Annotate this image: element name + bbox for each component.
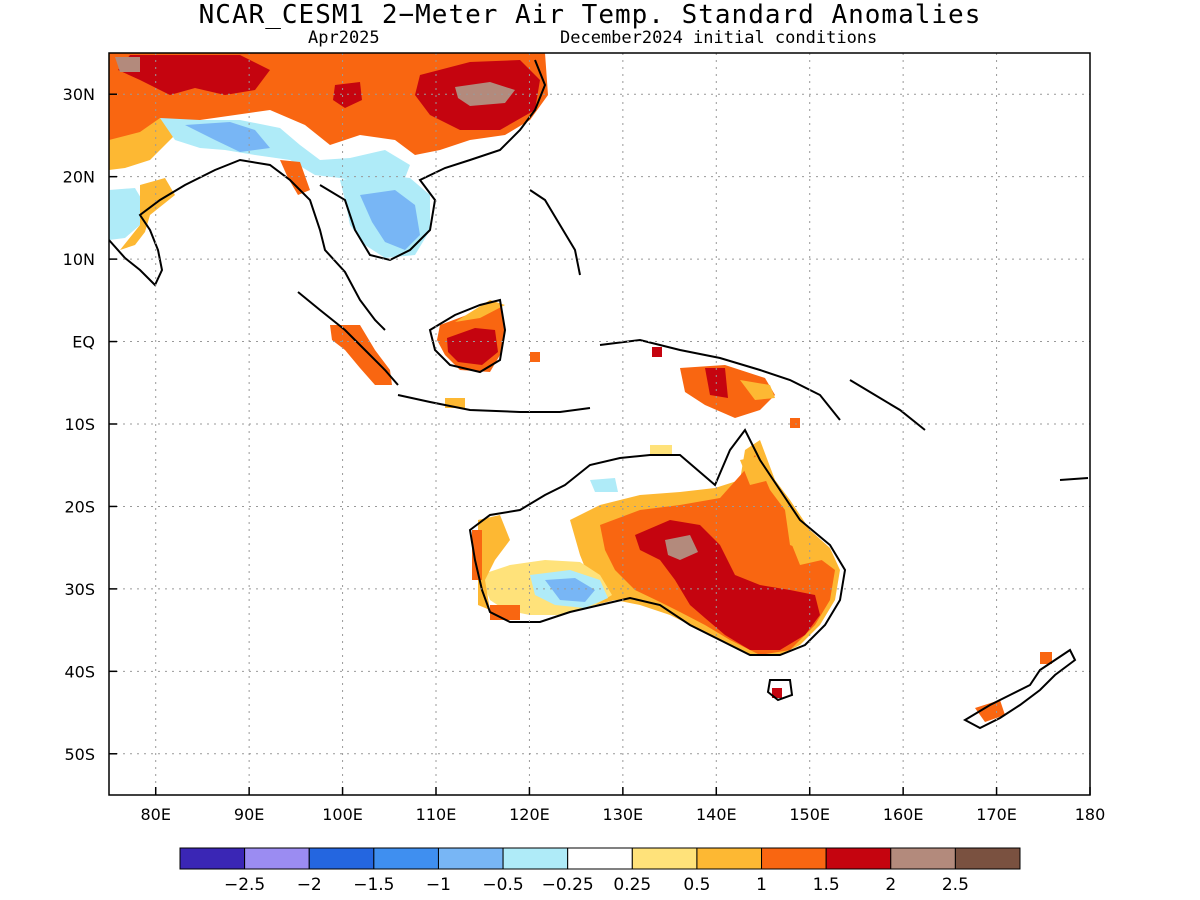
- kimberley-cool: [590, 478, 618, 492]
- east-china-peak: [455, 82, 515, 106]
- lat-tick-label: 40S: [64, 662, 95, 681]
- lon-tick-label: 80E: [140, 805, 170, 824]
- legend-label: 0.25: [613, 875, 651, 895]
- png-east-dot: [790, 418, 800, 428]
- west-australia-south-red: [490, 605, 520, 620]
- lat-tick-label: 20N: [63, 168, 95, 187]
- coastlines: [109, 59, 1089, 730]
- new-guinea-dot: [652, 347, 662, 357]
- indochina-cooler: [360, 190, 420, 250]
- new-zealand-warm: [975, 700, 1005, 722]
- legend-swatch: [373, 847, 439, 870]
- legend-label: −1: [426, 875, 451, 895]
- legend-swatch: [567, 847, 633, 870]
- legend-swatch: [244, 847, 310, 870]
- lat-tick-label: 30S: [64, 580, 95, 599]
- east-china-core-west: [118, 55, 270, 95]
- color-legend: −2.5 −2 −1.5 −1 −0.5 −0.25 0.25 0.5 1 1.5 2 2.5: [179, 847, 1021, 895]
- australia-center-peak: [665, 535, 698, 560]
- lon-tick-label: 160E: [883, 805, 924, 824]
- lon-tick-label: 180: [1075, 805, 1106, 824]
- legend-label: −1.5: [353, 875, 394, 895]
- legend-label: 1: [756, 875, 767, 895]
- lat-tick-label: EQ: [72, 333, 95, 352]
- lat-tick-label: 10N: [63, 250, 95, 269]
- map-grid: [109, 53, 1091, 795]
- bengal-warm: [280, 160, 310, 195]
- legend-swatch: [179, 847, 246, 870]
- west-australia-orange: [478, 515, 510, 610]
- lon-tick-label: 90E: [234, 805, 264, 824]
- legend-swatch: [502, 847, 569, 870]
- longitude-axis: 80E 90E 100E 110E 120E 130E 140E 150E 160E 170E 18…: [140, 787, 1105, 824]
- lat-tick-label: 20S: [64, 497, 95, 516]
- india-cool: [109, 188, 145, 240]
- latitude-axis: 30N 20N 10N EQ 10S 20S 30S 40S 50S: [63, 85, 117, 764]
- borneo-north-yellow: [455, 300, 505, 322]
- legend-label: 2.5: [942, 875, 969, 895]
- lon-tick-label: 140E: [696, 805, 737, 824]
- map-title: NCAR_CESM1 2−Meter Air Temp. Standard An…: [198, 0, 982, 30]
- legend-label: −0.25: [542, 875, 594, 895]
- sulawesi-orange: [530, 352, 540, 362]
- east-china-core-mid: [333, 82, 362, 108]
- legend-label: 1.5: [813, 875, 840, 895]
- borneo-core: [447, 328, 498, 365]
- new-guinea-warm: [680, 365, 775, 418]
- legend-swatch: [761, 847, 827, 870]
- legend-swatch: [825, 847, 892, 870]
- lat-tick-label: 10S: [64, 415, 95, 434]
- east-china-peak-west: [115, 57, 140, 72]
- lat-tick-label: 50S: [64, 745, 95, 764]
- south-australia-cooler: [545, 578, 595, 602]
- legend-label: 2: [885, 875, 896, 895]
- lon-tick-label: 110E: [416, 805, 457, 824]
- legend-swatch: [437, 847, 504, 870]
- australia-north-yellow: [650, 445, 672, 455]
- lon-tick-label: 120E: [509, 805, 550, 824]
- sumatra-warm: [330, 325, 392, 385]
- lon-tick-label: 100E: [322, 805, 363, 824]
- legend-label: −2.5: [224, 875, 265, 895]
- legend-swatch: [890, 847, 956, 870]
- initial-conditions: December2024 initial conditions: [560, 28, 878, 48]
- legend-swatch: [308, 847, 375, 870]
- legend-label: 0.5: [683, 875, 710, 895]
- legend-label: −2: [297, 875, 322, 895]
- new-guinea-yellow: [740, 380, 775, 400]
- new-zealand-north: [1040, 652, 1052, 664]
- india-coast-warm: [120, 178, 175, 250]
- anomaly-field: [109, 53, 1089, 730]
- legend-swatch: [696, 847, 763, 870]
- legend-label: −0.5: [482, 875, 523, 895]
- tasmania-hot: [772, 688, 782, 698]
- legend-swatch: [631, 847, 698, 870]
- west-australia-red: [472, 530, 482, 580]
- lon-tick-label: 130E: [603, 805, 644, 824]
- forecast-month: Apr2025: [308, 28, 380, 48]
- australia-east-yellow: [790, 540, 822, 565]
- lon-tick-label: 170E: [976, 805, 1017, 824]
- lat-tick-label: 30N: [63, 85, 95, 104]
- legend-swatch: [954, 847, 1021, 870]
- east-china-yellow: [109, 118, 175, 170]
- lon-tick-label: 150E: [789, 805, 830, 824]
